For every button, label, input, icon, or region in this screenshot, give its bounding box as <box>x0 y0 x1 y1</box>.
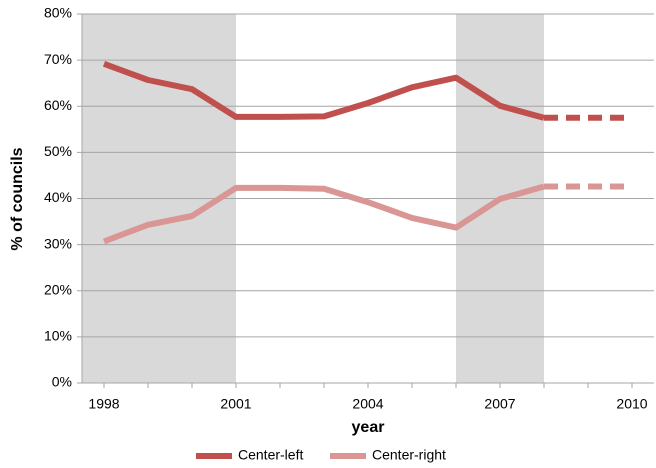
series-line <box>102 60 545 121</box>
legend-label: Center-left <box>238 447 303 463</box>
x-tick-label: 1998 <box>88 396 119 412</box>
x-tick-label: 2001 <box>220 396 251 412</box>
x-tick-label: 2004 <box>352 396 383 412</box>
y-tick-label: 0% <box>52 374 72 390</box>
legend-label: Center-right <box>372 447 446 463</box>
y-tick-label: 40% <box>44 189 72 205</box>
y-tick-label: 80% <box>44 5 72 21</box>
y-tick-label: 50% <box>44 143 72 159</box>
y-tick-label: 70% <box>44 51 72 67</box>
y-tick-label: 20% <box>44 281 72 297</box>
y-tick-label: 10% <box>44 328 72 344</box>
y-axis-label: % of councils <box>9 147 26 250</box>
y-tick-label: 60% <box>44 97 72 113</box>
series-line <box>102 183 545 245</box>
x-tick-label: 2007 <box>484 396 515 412</box>
x-axis-label: year <box>352 419 385 436</box>
y-tick-label: 30% <box>44 235 72 251</box>
x-tick-label: 2010 <box>616 396 647 412</box>
